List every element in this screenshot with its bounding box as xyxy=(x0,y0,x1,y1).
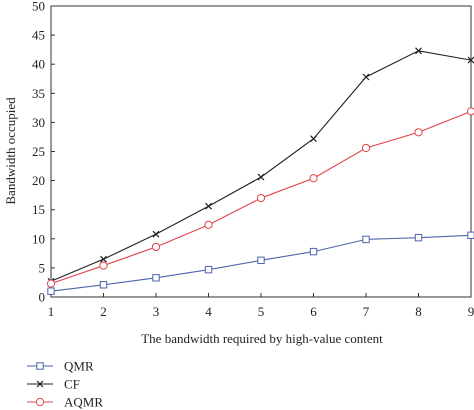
data-point-aqmr xyxy=(151,242,161,252)
series-cf xyxy=(47,47,474,285)
data-point-cf xyxy=(100,255,107,263)
legend-label-aqmr: AQMR xyxy=(64,395,103,410)
data-point-qmr xyxy=(362,235,370,244)
plot-area xyxy=(50,5,472,298)
legend-item-cf: CF xyxy=(27,377,80,392)
data-point-qmr xyxy=(152,274,160,282)
data-point-cf xyxy=(152,230,160,238)
data-point-aqmr xyxy=(309,174,318,183)
plot-frame xyxy=(50,5,472,298)
data-point-cf xyxy=(362,73,370,81)
x-tick-label: 9 xyxy=(468,304,474,319)
data-point-cf xyxy=(205,202,212,210)
data-point-cf xyxy=(415,47,422,55)
data-point-cf xyxy=(257,173,265,181)
data-point-qmr xyxy=(204,265,213,274)
data-point-aqmr xyxy=(204,220,213,229)
data-point-aqmr xyxy=(361,143,371,153)
data-point-qmr xyxy=(47,287,55,295)
x-tick-label: 1 xyxy=(48,304,55,319)
data-point-qmr xyxy=(257,256,265,265)
legend-item-qmr: QMR xyxy=(27,359,94,374)
legend-marker-qmr xyxy=(36,362,44,370)
x-tick-label: 5 xyxy=(258,304,265,319)
x-tick-label: 2 xyxy=(100,304,107,319)
x-tick-label: 3 xyxy=(153,304,160,319)
data-point-aqmr xyxy=(466,107,474,116)
data-point-cf xyxy=(467,56,474,64)
y-tick-label: 20 xyxy=(32,173,45,188)
legend-label-cf: CF xyxy=(64,377,80,392)
y-tick-label: 45 xyxy=(32,28,45,43)
data-point-qmr xyxy=(467,231,474,240)
legend: QMR CF AQMR xyxy=(27,359,103,410)
y-tick-label: 25 xyxy=(32,144,45,159)
x-tick-label: 7 xyxy=(363,304,370,319)
x-axis-ticks: 1 2 3 4 5 6 7 8 9 xyxy=(48,293,474,319)
data-point-aqmr xyxy=(99,261,108,270)
data-point-qmr xyxy=(309,247,318,256)
series-qmr xyxy=(47,231,474,295)
data-point-aqmr xyxy=(46,279,56,288)
x-tick-label: 8 xyxy=(415,304,422,319)
data-point-aqmr xyxy=(414,128,423,137)
series-line-cf xyxy=(50,50,472,282)
y-axis-ticks: 0 5 10 15 20 25 30 35 40 45 50 xyxy=(32,0,55,305)
y-tick-label: 40 xyxy=(32,57,45,72)
legend-marker-aqmr xyxy=(35,397,45,407)
y-tick-label: 35 xyxy=(32,86,45,101)
y-tick-label: 50 xyxy=(32,0,45,14)
y-tick-label: 15 xyxy=(32,202,45,217)
y-axis-title: Bandwidth occupied xyxy=(3,97,18,205)
y-tick-label: 10 xyxy=(32,231,45,246)
series-layer xyxy=(46,47,474,295)
y-tick-label: 30 xyxy=(32,115,45,130)
data-point-qmr xyxy=(99,281,108,289)
series-aqmr xyxy=(46,107,474,288)
x-tick-label: 4 xyxy=(205,304,212,319)
data-point-aqmr xyxy=(256,193,266,203)
y-tick-label: 5 xyxy=(39,260,46,275)
legend-marker-cf xyxy=(36,380,44,388)
data-point-qmr xyxy=(414,233,423,242)
legend-item-aqmr: AQMR xyxy=(27,395,103,410)
data-point-cf xyxy=(310,135,317,143)
x-tick-label: 6 xyxy=(310,304,317,319)
legend-label-qmr: QMR xyxy=(64,359,94,374)
y-tick-label: 0 xyxy=(39,290,46,305)
x-axis-title: The bandwidth required by high-value con… xyxy=(141,331,383,346)
